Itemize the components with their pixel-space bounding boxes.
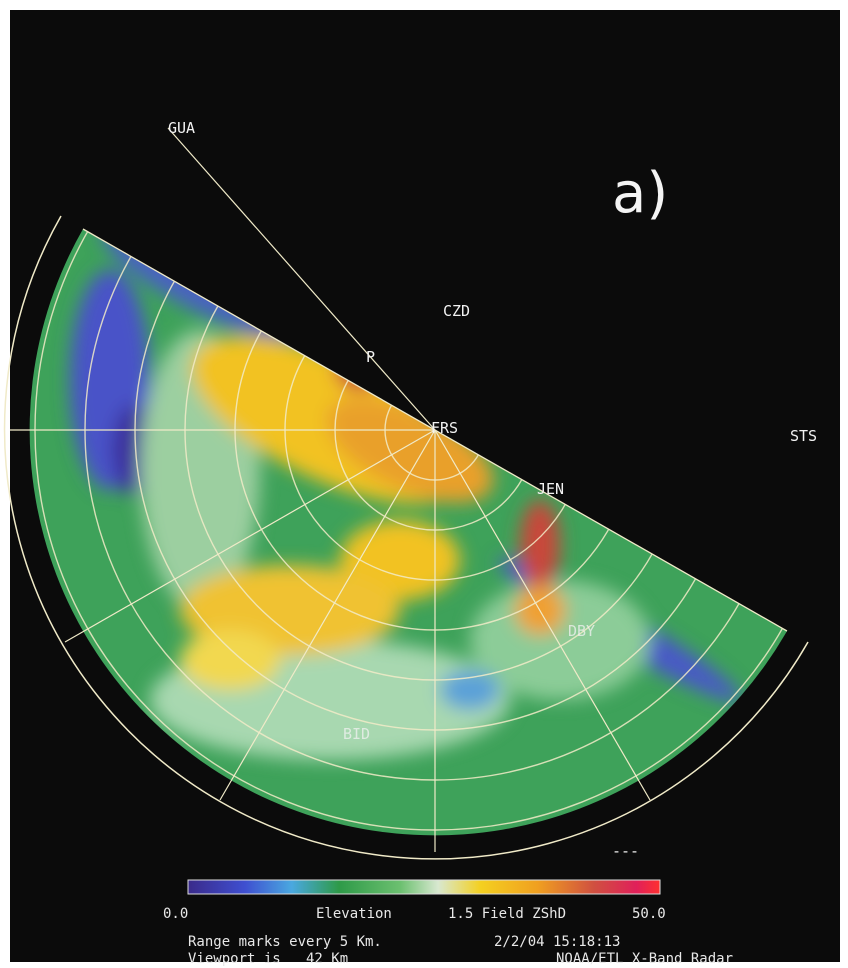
station-label: P	[366, 348, 375, 366]
station-label: GUA	[168, 119, 195, 137]
field-name: 1.5 Field ZShD	[448, 906, 566, 922]
panel-label: a)	[612, 161, 668, 226]
field-elevation: Elevation	[316, 906, 392, 922]
station-label: JEN	[537, 480, 564, 498]
colorbar	[188, 880, 660, 894]
page: {"panel_label": "a)", "stations": [{"lab…	[0, 0, 848, 968]
range-info: Range marks every 5 Km.	[188, 934, 382, 950]
colorbar-min: 0.0	[163, 906, 188, 922]
station-label: CZD	[443, 302, 470, 320]
station-label: BID	[343, 725, 370, 743]
station-label: STS	[790, 427, 817, 445]
marker: ---	[612, 842, 639, 860]
source: NOAA/ETL X-Band Radar	[556, 951, 733, 967]
viewport-info: Viewport is 42 Km	[188, 951, 348, 967]
datetime: 2/2/04 15:18:13	[494, 934, 620, 950]
radar-display: GUA CZD P FRS STS JEN DBY BID --- a) 0.0…	[0, 0, 848, 968]
colorbar-max: 50.0	[632, 906, 666, 922]
station-label: DBY	[568, 622, 595, 640]
station-label: FRS	[431, 419, 458, 437]
